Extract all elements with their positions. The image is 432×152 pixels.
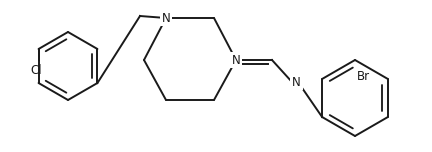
Text: Cl: Cl [31,64,42,77]
Text: N: N [292,76,301,88]
Text: Br: Br [357,70,370,83]
Text: N: N [162,12,170,24]
Text: N: N [232,54,240,67]
